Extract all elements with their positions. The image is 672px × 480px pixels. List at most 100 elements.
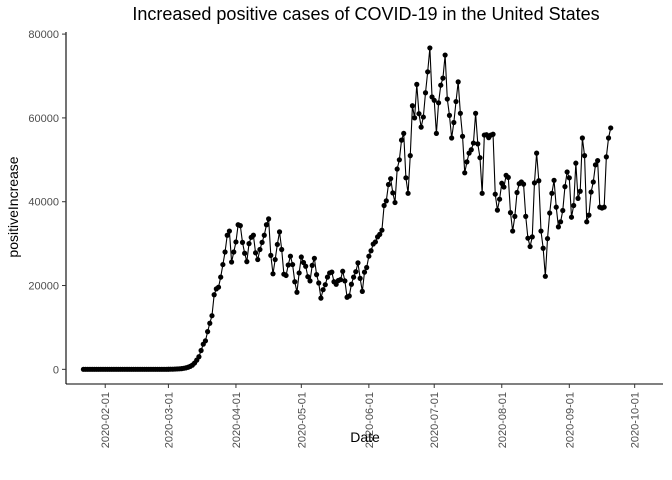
data-point	[346, 293, 352, 299]
x-axis-ticks: 2020-02-01 2020-03-01 2020-04-01 2020-05-01…	[100, 384, 642, 448]
data-point	[560, 207, 566, 214]
data-point	[266, 216, 272, 222]
data-point	[435, 100, 442, 106]
data-point	[407, 153, 413, 159]
data-point	[590, 179, 596, 185]
y-tick-label: 60000	[28, 113, 59, 125]
x-tick-label: 2020-03-01	[163, 392, 175, 448]
data-point	[351, 274, 357, 280]
y-tick-label: 40000	[28, 197, 59, 209]
x-axis-title: Date	[350, 429, 380, 445]
data-point	[316, 280, 322, 286]
data-point	[257, 246, 263, 253]
data-point	[263, 222, 270, 228]
data-point	[196, 354, 202, 360]
data-point	[366, 253, 372, 259]
data-point	[473, 110, 479, 116]
data-point	[490, 131, 496, 137]
data-point	[379, 227, 385, 233]
data-point	[577, 188, 583, 194]
data-point	[307, 278, 313, 284]
data-point	[381, 202, 387, 209]
data-point	[440, 75, 446, 81]
data-point	[409, 103, 416, 109]
data-point	[553, 204, 559, 210]
data-point	[353, 269, 359, 275]
data-point	[501, 184, 507, 190]
data-point	[579, 135, 585, 141]
data-point	[290, 261, 296, 268]
data-point	[231, 249, 237, 255]
data-point	[255, 256, 261, 263]
data-point	[348, 281, 355, 287]
data-point	[215, 284, 222, 290]
data-point	[557, 219, 564, 225]
data-point	[209, 313, 215, 319]
data-point	[544, 235, 551, 242]
data-point	[272, 256, 278, 263]
data-point	[523, 213, 529, 219]
data-point	[588, 189, 594, 195]
data-point	[568, 214, 575, 220]
data-point	[551, 177, 557, 183]
data-point	[416, 111, 422, 117]
data-point	[359, 288, 365, 294]
y-tick-label: 0	[53, 364, 59, 376]
data-point	[520, 181, 527, 187]
data-point	[555, 224, 562, 230]
y-axis-title: positiveIncrease	[5, 156, 21, 257]
y-tick-label: 80000	[28, 29, 59, 41]
data-point	[342, 278, 348, 284]
data-point	[261, 232, 267, 238]
data-point	[276, 229, 283, 235]
data-point	[425, 69, 431, 75]
x-tick-label: 2020-05-01	[296, 392, 308, 448]
data-point	[333, 281, 339, 287]
data-point	[603, 154, 609, 160]
data-point	[250, 232, 256, 238]
data-point	[564, 169, 570, 175]
data-point	[283, 272, 289, 279]
data-point	[457, 110, 463, 116]
data-point	[586, 212, 592, 218]
data-point	[244, 259, 250, 265]
data-point	[453, 98, 459, 105]
y-axis-ticks: 0 20000 40000 60000 80000	[28, 29, 66, 376]
x-tick-label: 2020-04-01	[231, 392, 243, 448]
series-line	[83, 47, 612, 370]
data-point	[418, 124, 424, 130]
data-point	[372, 239, 378, 245]
data-point	[398, 137, 405, 143]
data-point	[444, 96, 450, 102]
data-point	[270, 271, 276, 277]
data-point	[492, 191, 498, 197]
data-point	[305, 274, 311, 280]
x-tick-label: 2020-06-01	[364, 392, 376, 448]
chart-title: Increased positive cases of COVID-19 in …	[132, 4, 599, 24]
data-point	[385, 181, 392, 188]
data-point	[390, 190, 396, 196]
data-point	[320, 287, 326, 293]
data-point	[573, 160, 579, 166]
data-point	[218, 274, 224, 280]
data-point	[542, 273, 548, 279]
data-point	[507, 210, 514, 216]
data-point	[396, 157, 402, 163]
axes	[65, 32, 663, 385]
data-point	[531, 180, 538, 186]
data-point	[303, 263, 309, 269]
data-point	[592, 162, 599, 168]
data-point	[540, 245, 546, 251]
data-point	[361, 269, 368, 275]
data-point	[252, 250, 259, 256]
data-point	[403, 175, 409, 181]
data-point	[228, 259, 235, 265]
data-point	[512, 213, 518, 219]
x-tick-label: 2020-02-01	[100, 392, 112, 448]
x-tick-label: 2020-10-01	[630, 392, 642, 448]
data-point	[239, 239, 246, 245]
data-point	[468, 147, 474, 153]
data-point	[420, 114, 426, 120]
data-point	[211, 292, 217, 298]
data-point	[446, 112, 453, 118]
